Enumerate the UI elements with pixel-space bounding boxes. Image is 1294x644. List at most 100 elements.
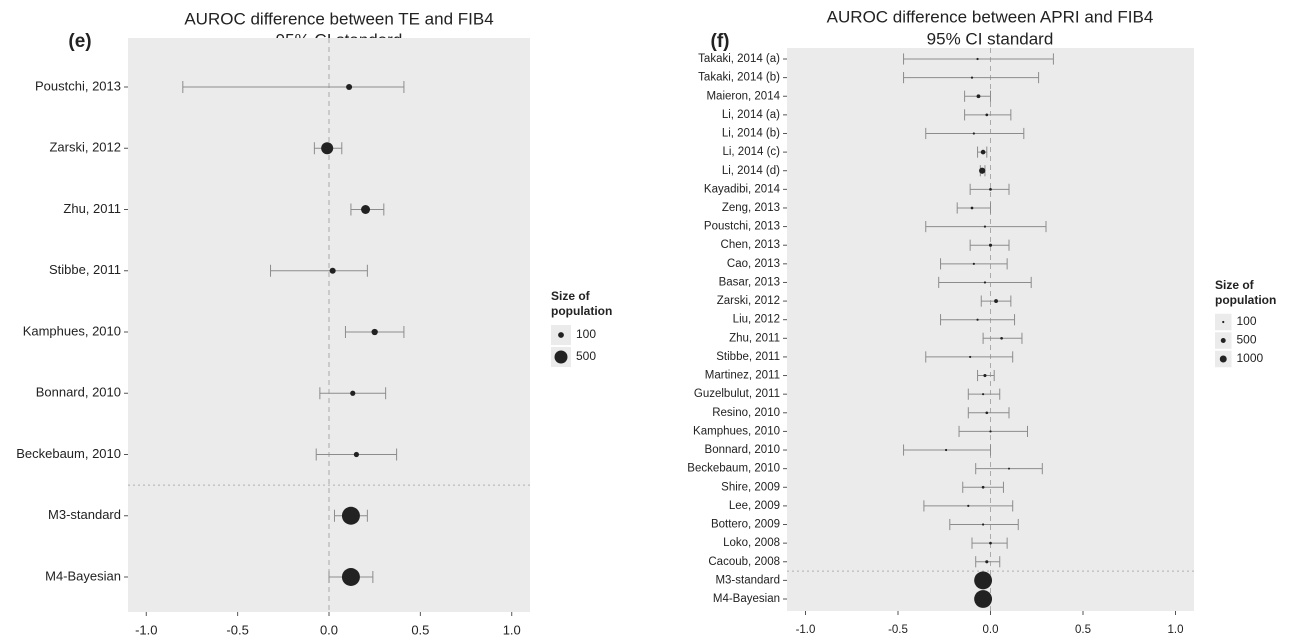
y-tick-label: M4-Bayesian — [45, 568, 121, 583]
point — [982, 393, 985, 396]
y-tick-label: Bonnard, 2010 — [705, 444, 780, 456]
y-tick-label: Zarski, 2012 — [49, 140, 121, 155]
point — [981, 485, 985, 489]
point — [994, 299, 998, 303]
y-tick-label: M3-standard — [715, 574, 780, 586]
x-tick-label: 0.0 — [320, 622, 338, 637]
chart-subtitle: 95% CI standard — [927, 29, 1054, 48]
legend-symbol — [1222, 320, 1225, 324]
legend-label: 500 — [1237, 333, 1257, 347]
point — [346, 83, 353, 91]
x-tick-label: -1.0 — [135, 622, 157, 637]
x-tick-label: -0.5 — [226, 622, 248, 637]
point — [982, 523, 985, 526]
legend-symbol — [1220, 338, 1226, 343]
y-tick-label: M3-standard — [48, 507, 121, 522]
y-tick-label: Takaki, 2014 (a) — [698, 53, 780, 65]
y-tick-label: Li, 2014 (d) — [722, 165, 780, 177]
point — [989, 187, 992, 191]
y-tick-label: Kayadibi, 2014 — [704, 183, 781, 195]
point — [321, 142, 334, 155]
y-tick-label: Resino, 2010 — [712, 407, 780, 419]
y-tick-label: Maieron, 2014 — [706, 90, 780, 102]
error-bar — [958, 425, 1028, 437]
x-tick-label: 0.0 — [983, 624, 999, 636]
error-bar — [182, 81, 405, 93]
point — [976, 318, 979, 321]
point — [989, 541, 992, 545]
point — [974, 590, 993, 608]
panel-label: (e) — [68, 31, 91, 52]
y-tick-label: Zarski, 2012 — [717, 295, 780, 307]
error-bar — [956, 202, 991, 214]
y-tick-label: Stibbe, 2011 — [49, 262, 121, 277]
point — [1008, 467, 1010, 470]
y-tick-label: Kamphues, 2010 — [693, 425, 780, 437]
legend-label: 100 — [1237, 314, 1257, 328]
point — [988, 243, 993, 247]
legend-label: 100 — [576, 327, 596, 341]
y-tick-label: Li, 2014 (c) — [722, 146, 780, 158]
point — [980, 149, 986, 155]
point — [983, 373, 987, 378]
y-tick-label: Chen, 2013 — [721, 239, 780, 251]
point — [341, 568, 360, 586]
point — [970, 76, 974, 79]
y-tick-label: Poustchi, 2013 — [704, 221, 780, 233]
y-tick-label: Zeng, 2013 — [722, 202, 780, 214]
legend-title: Size of population — [1215, 278, 1277, 307]
y-tick-label: Loko, 2008 — [723, 537, 780, 549]
x-tick-label: 1.0 — [1168, 624, 1184, 636]
y-tick-label: M4-Bayesian — [713, 593, 780, 605]
y-tick-label: Takaki, 2014 (b) — [698, 72, 780, 84]
point — [967, 504, 970, 507]
legend-label: 1000 — [1237, 351, 1264, 365]
point — [983, 281, 987, 284]
legend-symbol — [558, 332, 564, 338]
y-tick-label: Li, 2014 (a) — [722, 109, 780, 121]
point — [1000, 336, 1003, 340]
point — [945, 448, 948, 452]
y-tick-label: Stibbe, 2011 — [716, 351, 780, 363]
point — [353, 451, 360, 458]
point — [969, 355, 972, 359]
y-tick-label: Beckebaum, 2010 — [687, 463, 780, 475]
y-tick-label: Shire, 2009 — [721, 481, 780, 493]
y-tick-label: Kamphues, 2010 — [23, 323, 121, 338]
y-tick-label: Zhu, 2011 — [729, 332, 780, 344]
point — [979, 167, 986, 174]
point — [985, 113, 989, 117]
panel-label: (f) — [711, 31, 730, 52]
y-tick-label: Poustchi, 2013 — [35, 78, 121, 93]
legend-symbol — [1219, 355, 1227, 363]
chart-title: AUROC difference between TE and FIB4 — [184, 9, 493, 28]
legend-label: 500 — [576, 349, 596, 363]
y-tick-label: Basar, 2013 — [719, 276, 780, 288]
y-tick-label: Lee, 2009 — [729, 500, 780, 512]
point — [972, 262, 975, 265]
point — [985, 411, 989, 415]
x-tick-label: 0.5 — [411, 622, 429, 637]
point — [972, 132, 975, 135]
point — [989, 430, 992, 433]
y-tick-label: Beckebaum, 2010 — [16, 446, 121, 461]
point — [329, 267, 336, 274]
point — [361, 205, 371, 214]
x-tick-label: 1.0 — [503, 622, 521, 637]
y-tick-label: Bonnard, 2010 — [36, 385, 121, 400]
point — [350, 390, 356, 396]
y-tick-label: Liu, 2012 — [733, 314, 780, 326]
y-tick-label: Martinez, 2011 — [705, 370, 780, 382]
legend-symbol — [554, 350, 568, 364]
point — [371, 328, 378, 336]
x-tick-label: -0.5 — [888, 624, 908, 636]
y-tick-label: Li, 2014 (b) — [722, 128, 780, 140]
point — [974, 571, 993, 590]
error-bar — [270, 264, 368, 277]
point — [341, 506, 360, 525]
x-tick-label: -1.0 — [796, 624, 816, 636]
point — [970, 206, 974, 210]
y-tick-label: Guzelbulut, 2011 — [694, 388, 780, 400]
error-bar — [967, 407, 1010, 419]
